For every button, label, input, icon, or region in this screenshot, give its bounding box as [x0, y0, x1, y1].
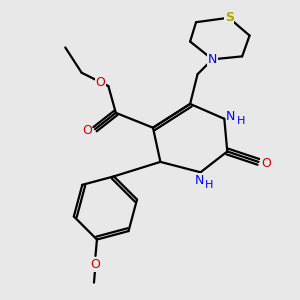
Text: O: O — [95, 76, 105, 89]
Text: O: O — [82, 124, 92, 137]
Text: N: N — [208, 53, 217, 66]
Text: N: N — [194, 174, 204, 187]
Text: H: H — [236, 116, 245, 126]
Text: N: N — [226, 110, 236, 123]
Text: O: O — [91, 258, 100, 271]
Text: H: H — [205, 180, 213, 190]
Text: S: S — [225, 11, 234, 24]
Text: O: O — [261, 157, 271, 170]
